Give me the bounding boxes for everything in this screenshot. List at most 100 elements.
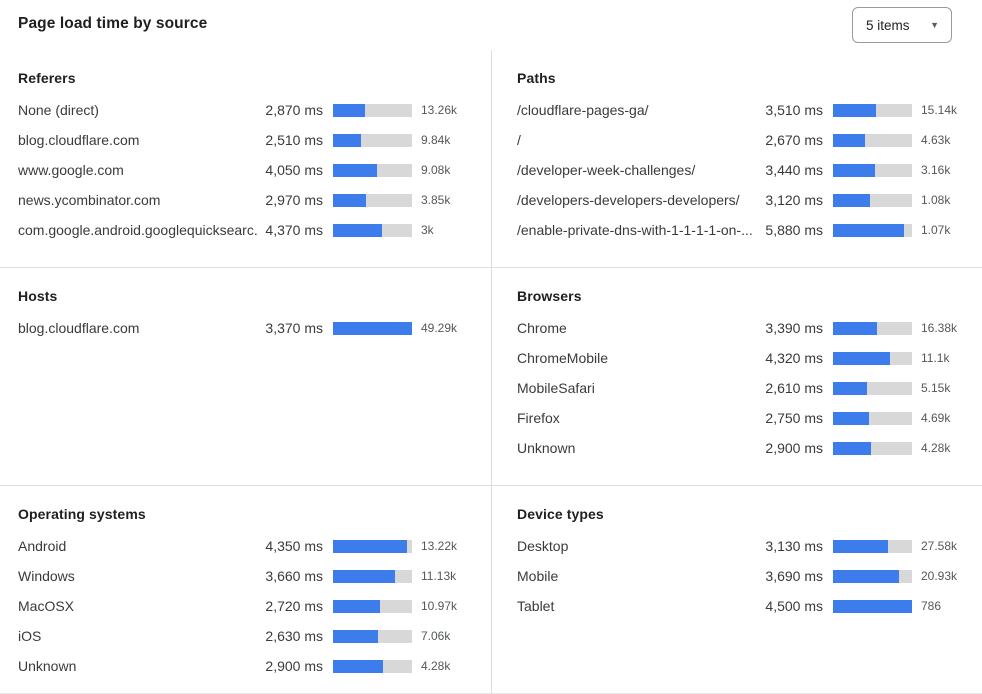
metric-row[interactable]: iOS 2,630 ms 7.06k [18, 621, 471, 651]
row-label: Chrome [517, 320, 567, 336]
row-label: Windows [18, 568, 75, 584]
bar-fill [833, 599, 912, 613]
row-load-time: 4,320 ms [765, 350, 823, 366]
bar-track [833, 411, 912, 425]
row-load-time: 3,510 ms [765, 102, 823, 118]
bar-fill [833, 193, 871, 207]
panel-title: Referers [18, 70, 76, 86]
bar-track [833, 441, 912, 455]
row-count: 4.63k [921, 133, 951, 147]
row-load-time: 3,690 ms [765, 568, 823, 584]
metric-row[interactable]: MobileSafari 2,610 ms 5.15k [517, 373, 971, 403]
row-load-time: 2,750 ms [765, 410, 823, 426]
row-load-time: 4,050 ms [265, 162, 323, 178]
panels-grid: Referers None (direct) 2,870 ms 13.26k b… [0, 50, 982, 694]
row-load-time: 3,390 ms [765, 320, 823, 336]
row-load-time: 4,500 ms [765, 598, 823, 614]
metric-row[interactable]: news.ycombinator.com 2,970 ms 3.85k [18, 185, 471, 215]
bar-fill [333, 223, 382, 237]
panel-hosts: Hosts blog.cloudflare.com 3,370 ms 49.29… [0, 267, 491, 485]
metric-row[interactable]: ChromeMobile 4,320 ms 11.1k [517, 343, 971, 373]
row-load-time: 3,120 ms [765, 192, 823, 208]
metric-row[interactable]: Chrome 3,390 ms 16.38k [517, 313, 971, 343]
metric-row[interactable]: /enable-private-dns-with-1-1-1-1-on-... … [517, 215, 971, 245]
row-label: MobileSafari [517, 380, 595, 396]
row-load-time: 4,350 ms [265, 538, 323, 554]
row-count: 4.28k [921, 441, 951, 455]
bar-track [333, 599, 412, 613]
row-count: 786 [921, 599, 942, 613]
metric-row[interactable]: Firefox 2,750 ms 4.69k [517, 403, 971, 433]
metric-row[interactable]: MacOSX 2,720 ms 10.97k [18, 591, 471, 621]
metric-row[interactable]: /developers-developers-developers/ 3,120… [517, 185, 971, 215]
bar-track [333, 321, 412, 335]
row-label: MacOSX [18, 598, 75, 614]
row-label: Firefox [517, 410, 560, 426]
bar-track [333, 659, 412, 673]
row-count: 16.38k [921, 321, 958, 335]
bar-track [333, 163, 412, 177]
bar-fill [333, 539, 408, 553]
metric-row[interactable]: blog.cloudflare.com 2,510 ms 9.84k [18, 125, 471, 155]
bar-fill [333, 569, 396, 583]
metric-row[interactable]: Unknown 2,900 ms 4.28k [517, 433, 971, 463]
row-load-time: 2,970 ms [265, 192, 323, 208]
metric-row[interactable]: www.google.com 4,050 ms 9.08k [18, 155, 471, 185]
row-load-time: 2,630 ms [265, 628, 323, 644]
row-label: Mobile [517, 568, 559, 584]
metric-row[interactable]: Windows 3,660 ms 11.13k [18, 561, 471, 591]
row-count: 10.97k [421, 599, 458, 613]
panel-title: Browsers [517, 288, 582, 304]
bar-fill [333, 193, 367, 207]
bar-fill [833, 411, 870, 425]
row-count: 4.28k [421, 659, 451, 673]
row-count: 7.06k [421, 629, 451, 643]
metric-row[interactable]: / 2,670 ms 4.63k [517, 125, 971, 155]
metric-row[interactable]: blog.cloudflare.com 3,370 ms 49.29k [18, 313, 471, 343]
row-label: Android [18, 538, 67, 554]
metric-row[interactable]: com.google.android.googlequicksearc... 4… [18, 215, 471, 245]
bar-fill [833, 569, 899, 583]
metric-row[interactable]: None (direct) 2,870 ms 13.26k [18, 95, 471, 125]
bar-track [833, 599, 912, 613]
row-label: blog.cloudflare.com [18, 320, 140, 336]
panel-title: Device types [517, 506, 604, 522]
bar-fill [833, 133, 866, 147]
metric-row[interactable]: Unknown 2,900 ms 4.28k [18, 651, 471, 681]
metric-row[interactable]: /developer-week-challenges/ 3,440 ms 3.1… [517, 155, 971, 185]
metric-row[interactable]: Android 4,350 ms 13.22k [18, 531, 471, 561]
panel-device-types: Device types Desktop 3,130 ms 27.58k Mob… [491, 485, 982, 694]
row-load-time: 2,510 ms [265, 132, 323, 148]
metric-row[interactable]: Tablet 4,500 ms 786 [517, 591, 971, 621]
row-label: com.google.android.googlequicksearc... [18, 222, 259, 238]
row-load-time: 5,880 ms [765, 222, 823, 238]
bar-fill [833, 539, 889, 553]
metric-row[interactable]: /cloudflare-pages-ga/ 3,510 ms 15.14k [517, 95, 971, 125]
row-count: 27.58k [921, 539, 958, 553]
row-count: 1.07k [921, 223, 951, 237]
row-count: 9.84k [421, 133, 451, 147]
items-count-value: 5 items [866, 17, 910, 33]
bar-track [833, 133, 912, 147]
row-label: /enable-private-dns-with-1-1-1-1-on-... [517, 222, 753, 238]
bar-track [333, 539, 412, 553]
row-count: 3.16k [921, 163, 951, 177]
panel-paths: Paths /cloudflare-pages-ga/ 3,510 ms 15.… [491, 50, 982, 267]
metric-row[interactable]: Desktop 3,130 ms 27.58k [517, 531, 971, 561]
bar-fill [833, 223, 905, 237]
widget-header: Page load time by source 5 items ▼ [0, 0, 982, 50]
bar-fill [333, 163, 378, 177]
row-load-time: 3,130 ms [765, 538, 823, 554]
bar-track [833, 539, 912, 553]
row-label: ChromeMobile [517, 350, 609, 366]
panel-title: Operating systems [18, 506, 146, 522]
bar-fill [833, 351, 890, 365]
row-count: 15.14k [921, 103, 958, 117]
items-count-select[interactable]: 5 items ▼ [852, 7, 952, 43]
row-count: 11.13k [421, 569, 457, 583]
bar-fill [833, 441, 871, 455]
bar-fill [333, 629, 379, 643]
row-label: /developers-developers-developers/ [517, 192, 740, 208]
metric-row[interactable]: Mobile 3,690 ms 20.93k [517, 561, 971, 591]
